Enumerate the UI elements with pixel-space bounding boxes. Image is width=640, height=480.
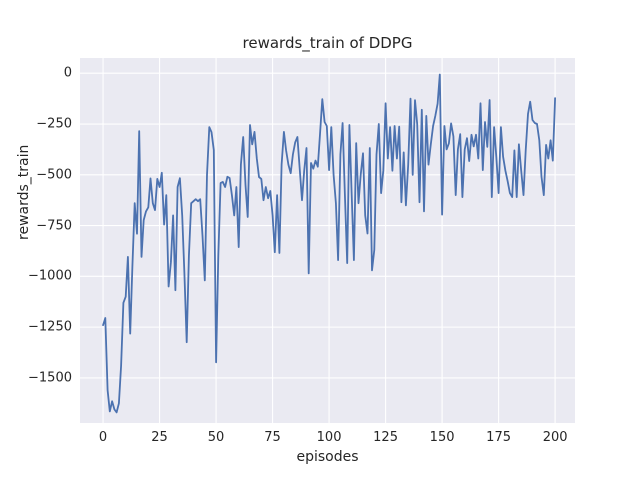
x-tick-label: 75 — [264, 430, 281, 445]
line-chart-plot-area — [80, 58, 575, 423]
y-tick-label: −750 — [36, 218, 72, 234]
chart-title: rewards_train of DDPG — [242, 34, 413, 52]
x-tick-label: 200 — [542, 430, 568, 445]
y-tick-label: −500 — [36, 167, 72, 183]
y-tick-label: −1000 — [28, 268, 72, 284]
x-tick-label: 25 — [151, 430, 168, 445]
plot-background — [80, 58, 575, 423]
x-tick-label: 175 — [486, 430, 512, 445]
x-tick-label: 150 — [429, 430, 455, 445]
y-tick-label: −250 — [36, 116, 72, 132]
x-tick-label: 125 — [373, 430, 398, 445]
x-tick-label: 50 — [207, 430, 225, 445]
x-tick-label: 0 — [98, 430, 108, 445]
x-axis-label: episodes — [296, 449, 359, 465]
x-tick-label: 100 — [316, 430, 342, 445]
y-tick-label: −1250 — [28, 319, 72, 335]
y-tick-label: 0 — [63, 65, 72, 81]
y-tick-label: −1500 — [28, 370, 72, 386]
series-line — [102, 73, 557, 414]
